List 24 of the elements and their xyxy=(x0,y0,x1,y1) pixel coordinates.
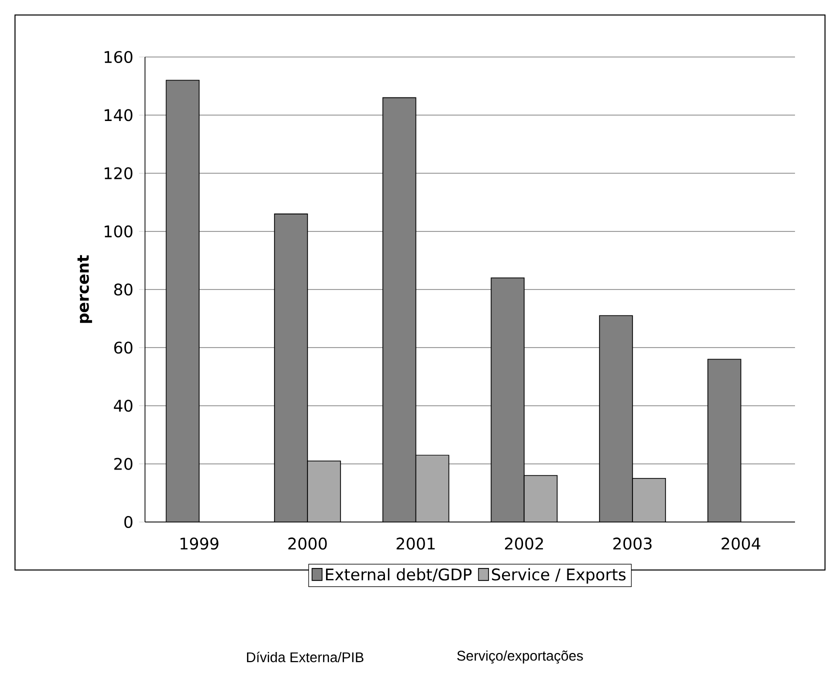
text: Serviço/exportações xyxy=(457,650,583,664)
y-tick-label: 60 xyxy=(114,342,132,354)
y-tick-label: 160 xyxy=(104,50,132,64)
x-tick-label: 2003 xyxy=(613,538,652,550)
y-tick-label: 100 xyxy=(104,225,132,238)
bar xyxy=(632,478,666,522)
y-tick-label: 0 xyxy=(124,516,132,528)
bar xyxy=(524,476,558,522)
y-tick-label: 120 xyxy=(104,167,132,180)
bar xyxy=(308,460,341,522)
x-tick-label: 2004 xyxy=(722,538,760,550)
legend-label: Service / Exports xyxy=(492,568,626,584)
bar xyxy=(416,455,449,522)
y-tick-label: 40 xyxy=(114,400,132,412)
x-tick-label: 2000 xyxy=(288,538,327,550)
y-tick-label: 80 xyxy=(114,283,132,296)
x-tick-label: 2001 xyxy=(396,538,435,550)
x-tick-label: 2002 xyxy=(504,538,543,550)
y-axis-title: percent xyxy=(78,255,92,323)
y-tick-label: 140 xyxy=(104,109,132,122)
text: Dívida Externa/PIB xyxy=(247,652,364,662)
x-tick-label: 1999 xyxy=(180,538,218,550)
y-tick-label: 20 xyxy=(114,458,132,470)
legend-label: External debt/GDP xyxy=(326,568,472,582)
